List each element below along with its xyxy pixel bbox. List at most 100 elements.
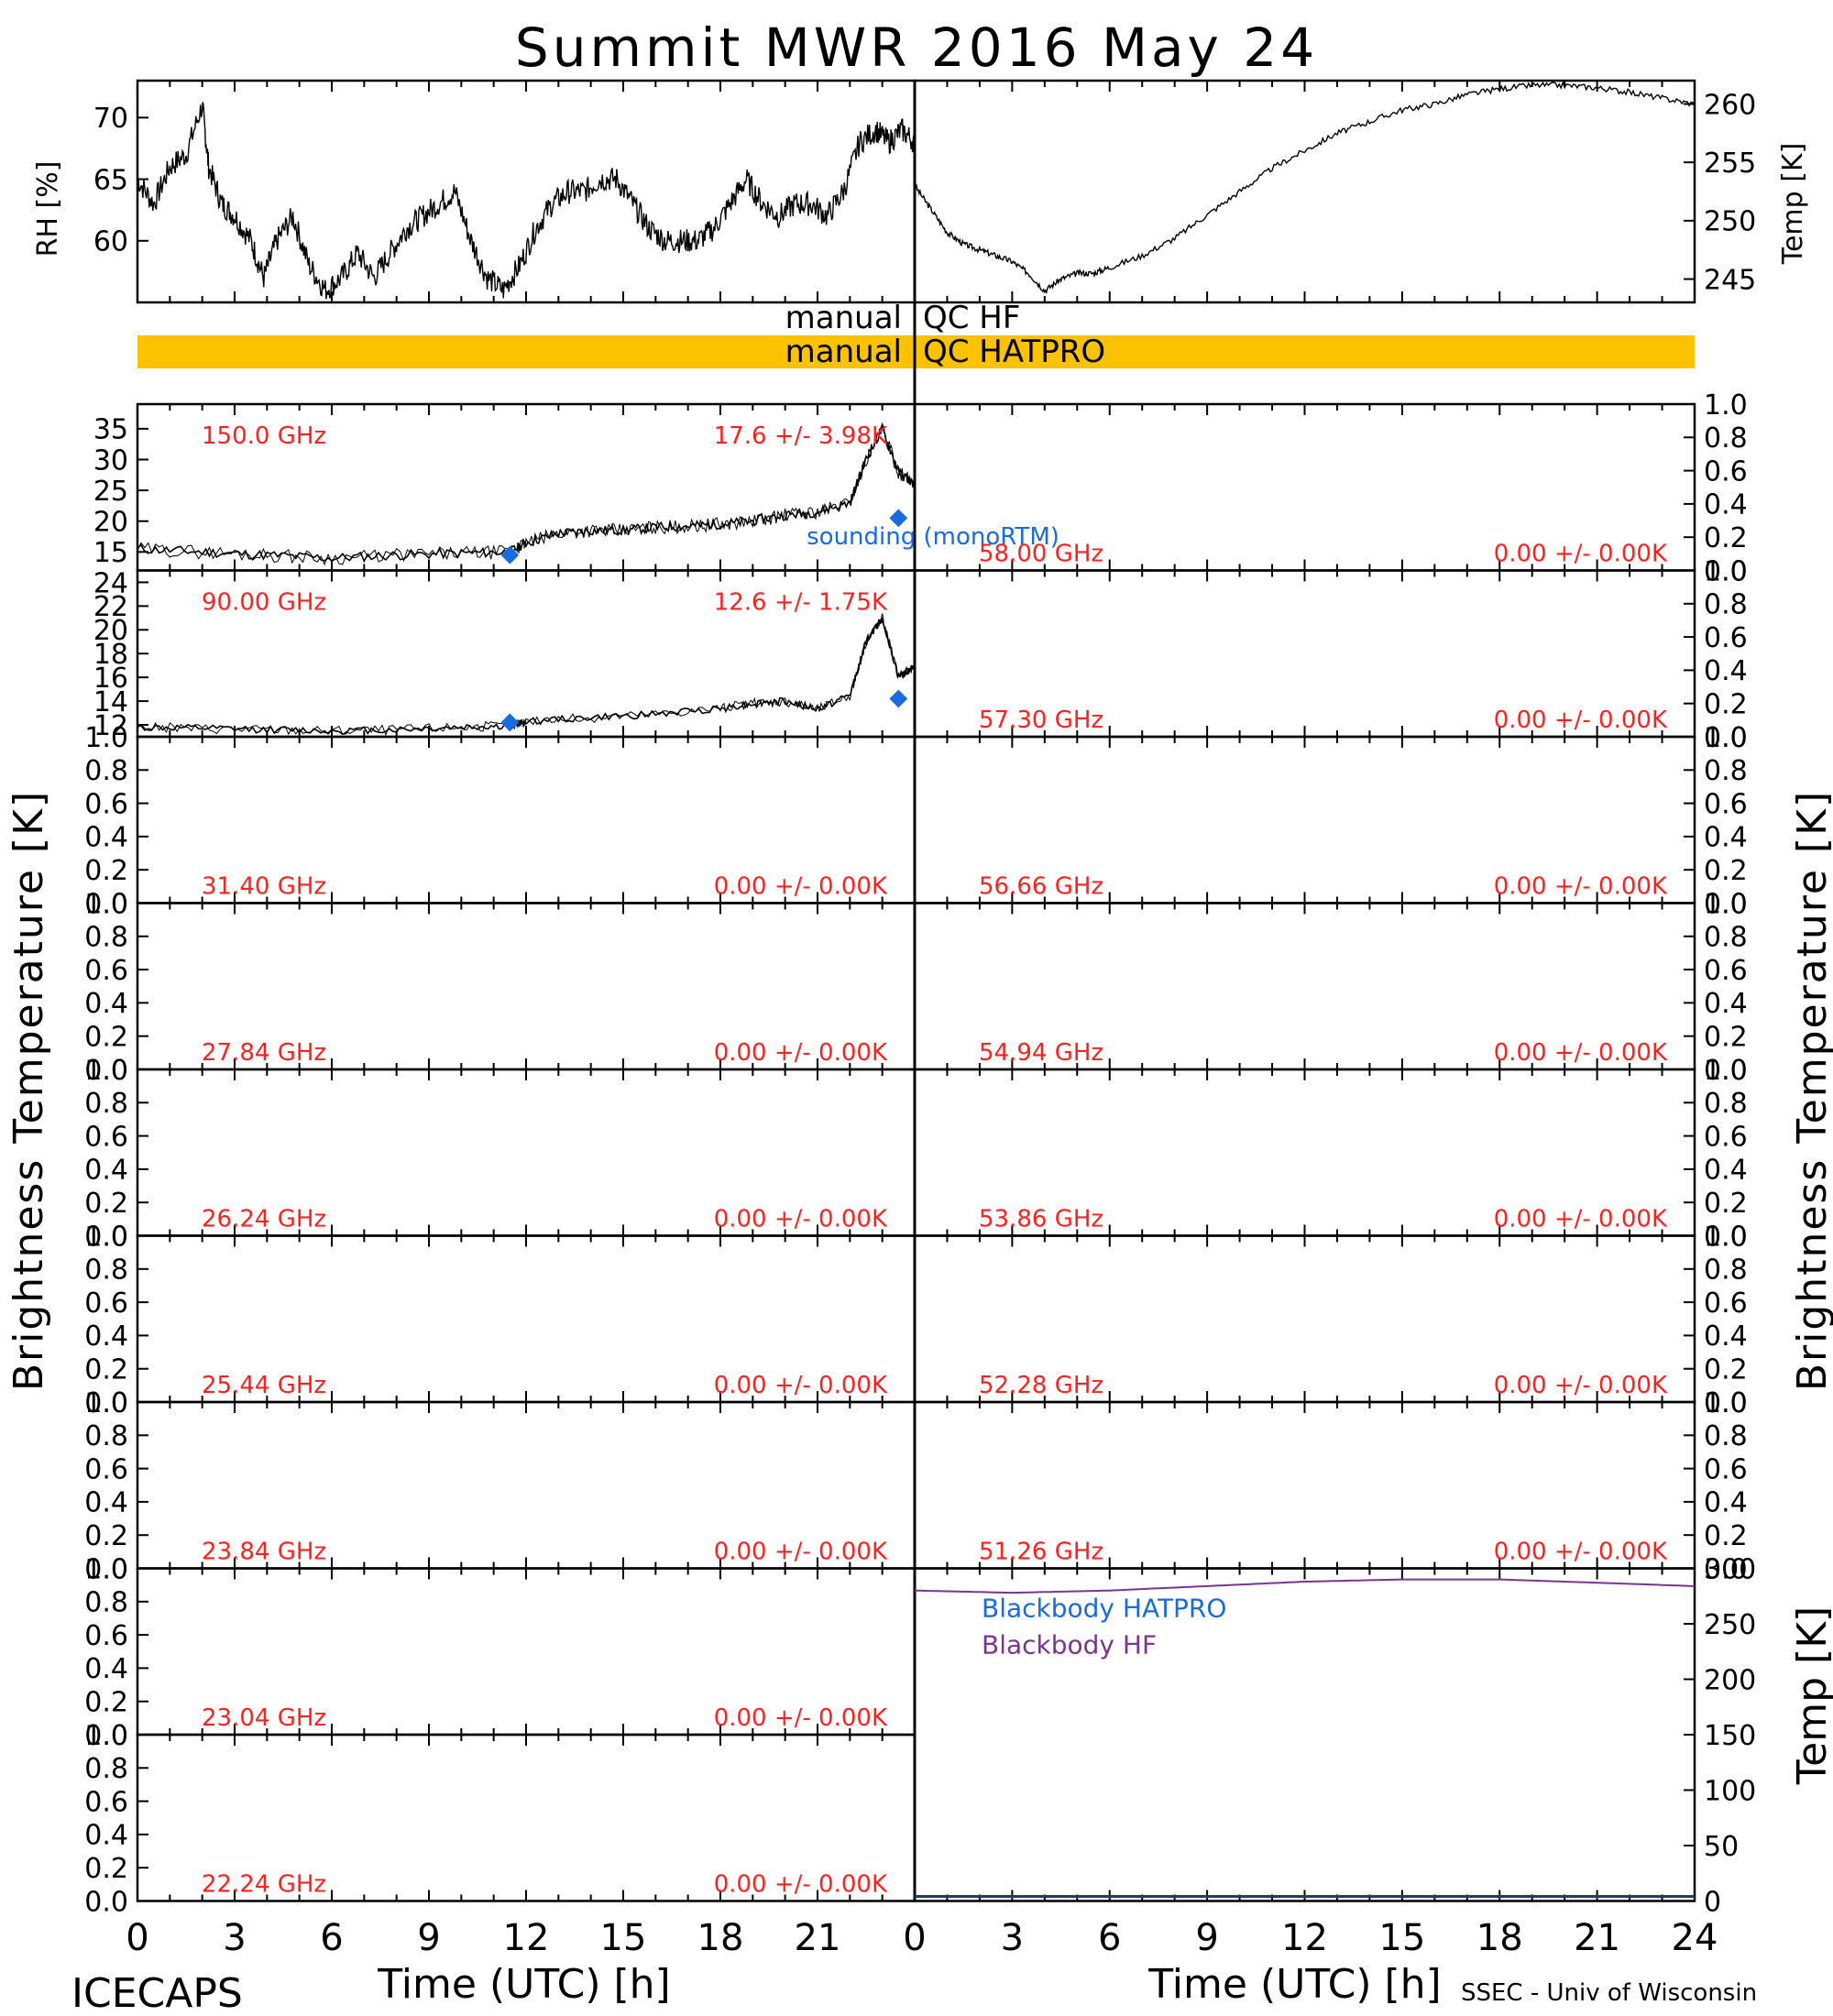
left-row0-stat-label: 17.6 +/- 3.98K: [714, 422, 888, 450]
temp-series-line: [914, 81, 1696, 295]
left-row4-ytick-label: 0.4: [84, 1155, 128, 1187]
right-row2-stat-label: 0.00 +/- 0.00K: [1494, 873, 1668, 901]
x-tick-label-right: 24: [1672, 1917, 1718, 1959]
qc-right-label-2: QC HATPRO: [923, 334, 1105, 370]
right-row5-ytick-label: 0.8: [1704, 1255, 1748, 1287]
right-row6-ytick-label: 0.0: [1704, 1553, 1748, 1585]
right-row3-ytick-label: 0.4: [1704, 988, 1748, 1020]
blackbody-legend-hf: Blackbody HF: [982, 1630, 1157, 1660]
rh-ytick-label: 65: [93, 164, 128, 196]
qc-left-label-2: manual: [785, 334, 902, 370]
left-row5-stat-label: 0.00 +/- 0.00K: [714, 1372, 888, 1399]
right-row5-ytick-label: 1.0: [1704, 1221, 1748, 1253]
right-row3-ytick-label: 0.6: [1704, 955, 1748, 987]
left-row4-stat-label: 0.00 +/- 0.00K: [714, 1206, 888, 1233]
right-row3-channel-label: 54.94 GHz: [979, 1039, 1103, 1067]
x-tick-label-left: 0: [126, 1917, 148, 1959]
x-tick-label-left: 3: [223, 1917, 246, 1959]
left-row1-stat-label: 12.6 +/- 1.75K: [714, 589, 888, 617]
x-tick-label-left: 15: [600, 1917, 647, 1959]
left-row0-series-noise: [137, 424, 916, 566]
qc-left-label-1: manual: [785, 300, 902, 336]
right-row1-ytick-label: 0.4: [1704, 655, 1748, 687]
y-axis-label-temp-top: Temp [K]: [1777, 143, 1809, 266]
x-tick-label-right: 21: [1574, 1917, 1620, 1959]
right-row4-ytick-label: 1.0: [1704, 1055, 1748, 1087]
rh-ytick-label: 70: [93, 103, 128, 135]
right-row6-ytick-label: 0.6: [1704, 1453, 1748, 1485]
left-row5-ytick-label: 1.0: [84, 1221, 128, 1253]
left-row7-ytick-label: 0.0: [84, 1720, 128, 1752]
left-row3-ytick-label: 0.6: [84, 955, 128, 987]
left-row4-ytick-label: 0.0: [84, 1221, 128, 1253]
right-row2-ytick-label: 0.2: [1704, 855, 1748, 887]
left-row8-ytick-label: 0.0: [84, 1886, 128, 1918]
x-axis-label-left: Time (UTC) [h]: [377, 1961, 670, 2008]
left-row4-ytick-label: 0.6: [84, 1121, 128, 1153]
left-row5-ytick-label: 0.2: [84, 1354, 128, 1386]
left-row4-ytick-label: 1.0: [84, 1055, 128, 1087]
right-row3-ytick-label: 0.2: [1704, 1022, 1748, 1054]
left-row5-ytick-label: 0.6: [84, 1287, 128, 1320]
right-row3-ytick-label: 0.8: [1704, 922, 1748, 954]
left-row1-ytick-label: 18: [93, 639, 128, 671]
right-row6-ytick-label: 0.4: [1704, 1487, 1748, 1519]
right-row2-channel-label: 56.66 GHz: [979, 873, 1103, 901]
right-row2-ytick-label: 0.4: [1704, 822, 1748, 854]
x-tick-label-left: 12: [503, 1917, 550, 1959]
page-title: Summit MWR 2016 May 24: [515, 16, 1318, 79]
blackbody-ytick-label: 150: [1704, 1720, 1756, 1752]
right-row2-ytick-label: 0.8: [1704, 755, 1748, 787]
left-row0-sounding-marker: [889, 509, 908, 528]
left-row1-ytick-label: 20: [93, 615, 128, 647]
right-row2-ytick-label: 1.0: [1704, 722, 1748, 754]
x-tick-label-right: 0: [903, 1917, 926, 1959]
x-tick-label-right: 15: [1378, 1917, 1425, 1959]
y-axis-label-temp-bottom: Temp [K]: [1789, 1606, 1833, 1785]
left-row8-ytick-label: 0.6: [84, 1786, 128, 1818]
left-row0-ytick-label: 25: [93, 476, 128, 508]
left-row3-ytick-label: 0.8: [84, 922, 128, 954]
left-row2-channel-label: 31.40 GHz: [202, 873, 326, 901]
left-row6-ytick-label: 1.0: [84, 1387, 128, 1419]
left-row3-ytick-label: 0.0: [84, 1055, 128, 1087]
left-row1-sounding-marker: [500, 713, 520, 732]
left-row2-ytick-label: 0.2: [84, 855, 128, 887]
right-row0-ytick-label: 0.6: [1704, 455, 1748, 488]
left-row4-ytick-label: 0.8: [84, 1088, 128, 1120]
x-tick-label-right: 3: [1001, 1917, 1024, 1959]
left-row2-ytick-label: 1.0: [84, 722, 128, 754]
left-row6-stat-label: 0.00 +/- 0.00K: [714, 1539, 888, 1566]
blackbody-ytick-label: 50: [1704, 1831, 1739, 1863]
rh-ytick-label: 60: [93, 226, 128, 258]
right-row3-ytick-label: 0.0: [1704, 1055, 1748, 1087]
x-tick-label-right: 18: [1476, 1917, 1523, 1959]
y-axis-label-right-main: Brightness Temperature [K]: [1789, 790, 1833, 1391]
left-row7-ytick-label: 0.8: [84, 1587, 128, 1619]
left-row4-channel-label: 26.24 GHz: [202, 1206, 326, 1233]
blackbody-ytick-label: 250: [1704, 1609, 1756, 1641]
left-row5-ytick-label: 0.0: [84, 1387, 128, 1419]
left-row8-ytick-label: 0.2: [84, 1853, 128, 1885]
temp-ytick-label: 245: [1704, 264, 1756, 296]
left-row8-channel-label: 22.24 GHz: [202, 1871, 326, 1899]
left-row6-ytick-label: 0.8: [84, 1420, 128, 1452]
left-row6-ytick-label: 0.0: [84, 1553, 128, 1585]
right-row6-channel-label: 51.26 GHz: [979, 1539, 1103, 1566]
blackbody-legend-hatpro: Blackbody HATPRO: [982, 1594, 1226, 1624]
left-row3-channel-label: 27.84 GHz: [202, 1039, 326, 1067]
right-row0-ytick-label: 0.8: [1704, 422, 1748, 455]
right-row4-channel-label: 53.86 GHz: [979, 1206, 1103, 1233]
right-row1-ytick-label: 1.0: [1704, 555, 1748, 587]
right-row5-ytick-label: 0.2: [1704, 1354, 1748, 1386]
left-row1-series-noise: [137, 613, 916, 737]
left-row1-series-line: [137, 617, 916, 736]
right-row4-stat-label: 0.00 +/- 0.00K: [1494, 1206, 1668, 1233]
right-row0-ytick-label: 0.2: [1704, 522, 1748, 554]
left-row1-ytick-label: 16: [93, 663, 128, 695]
temp-panel-frame: [913, 79, 1696, 304]
blackbody-ytick-label: 200: [1704, 1664, 1756, 1696]
y-axis-label-left-main: Brightness Temperature [K]: [5, 790, 52, 1391]
x-tick-label-right: 12: [1281, 1917, 1328, 1959]
